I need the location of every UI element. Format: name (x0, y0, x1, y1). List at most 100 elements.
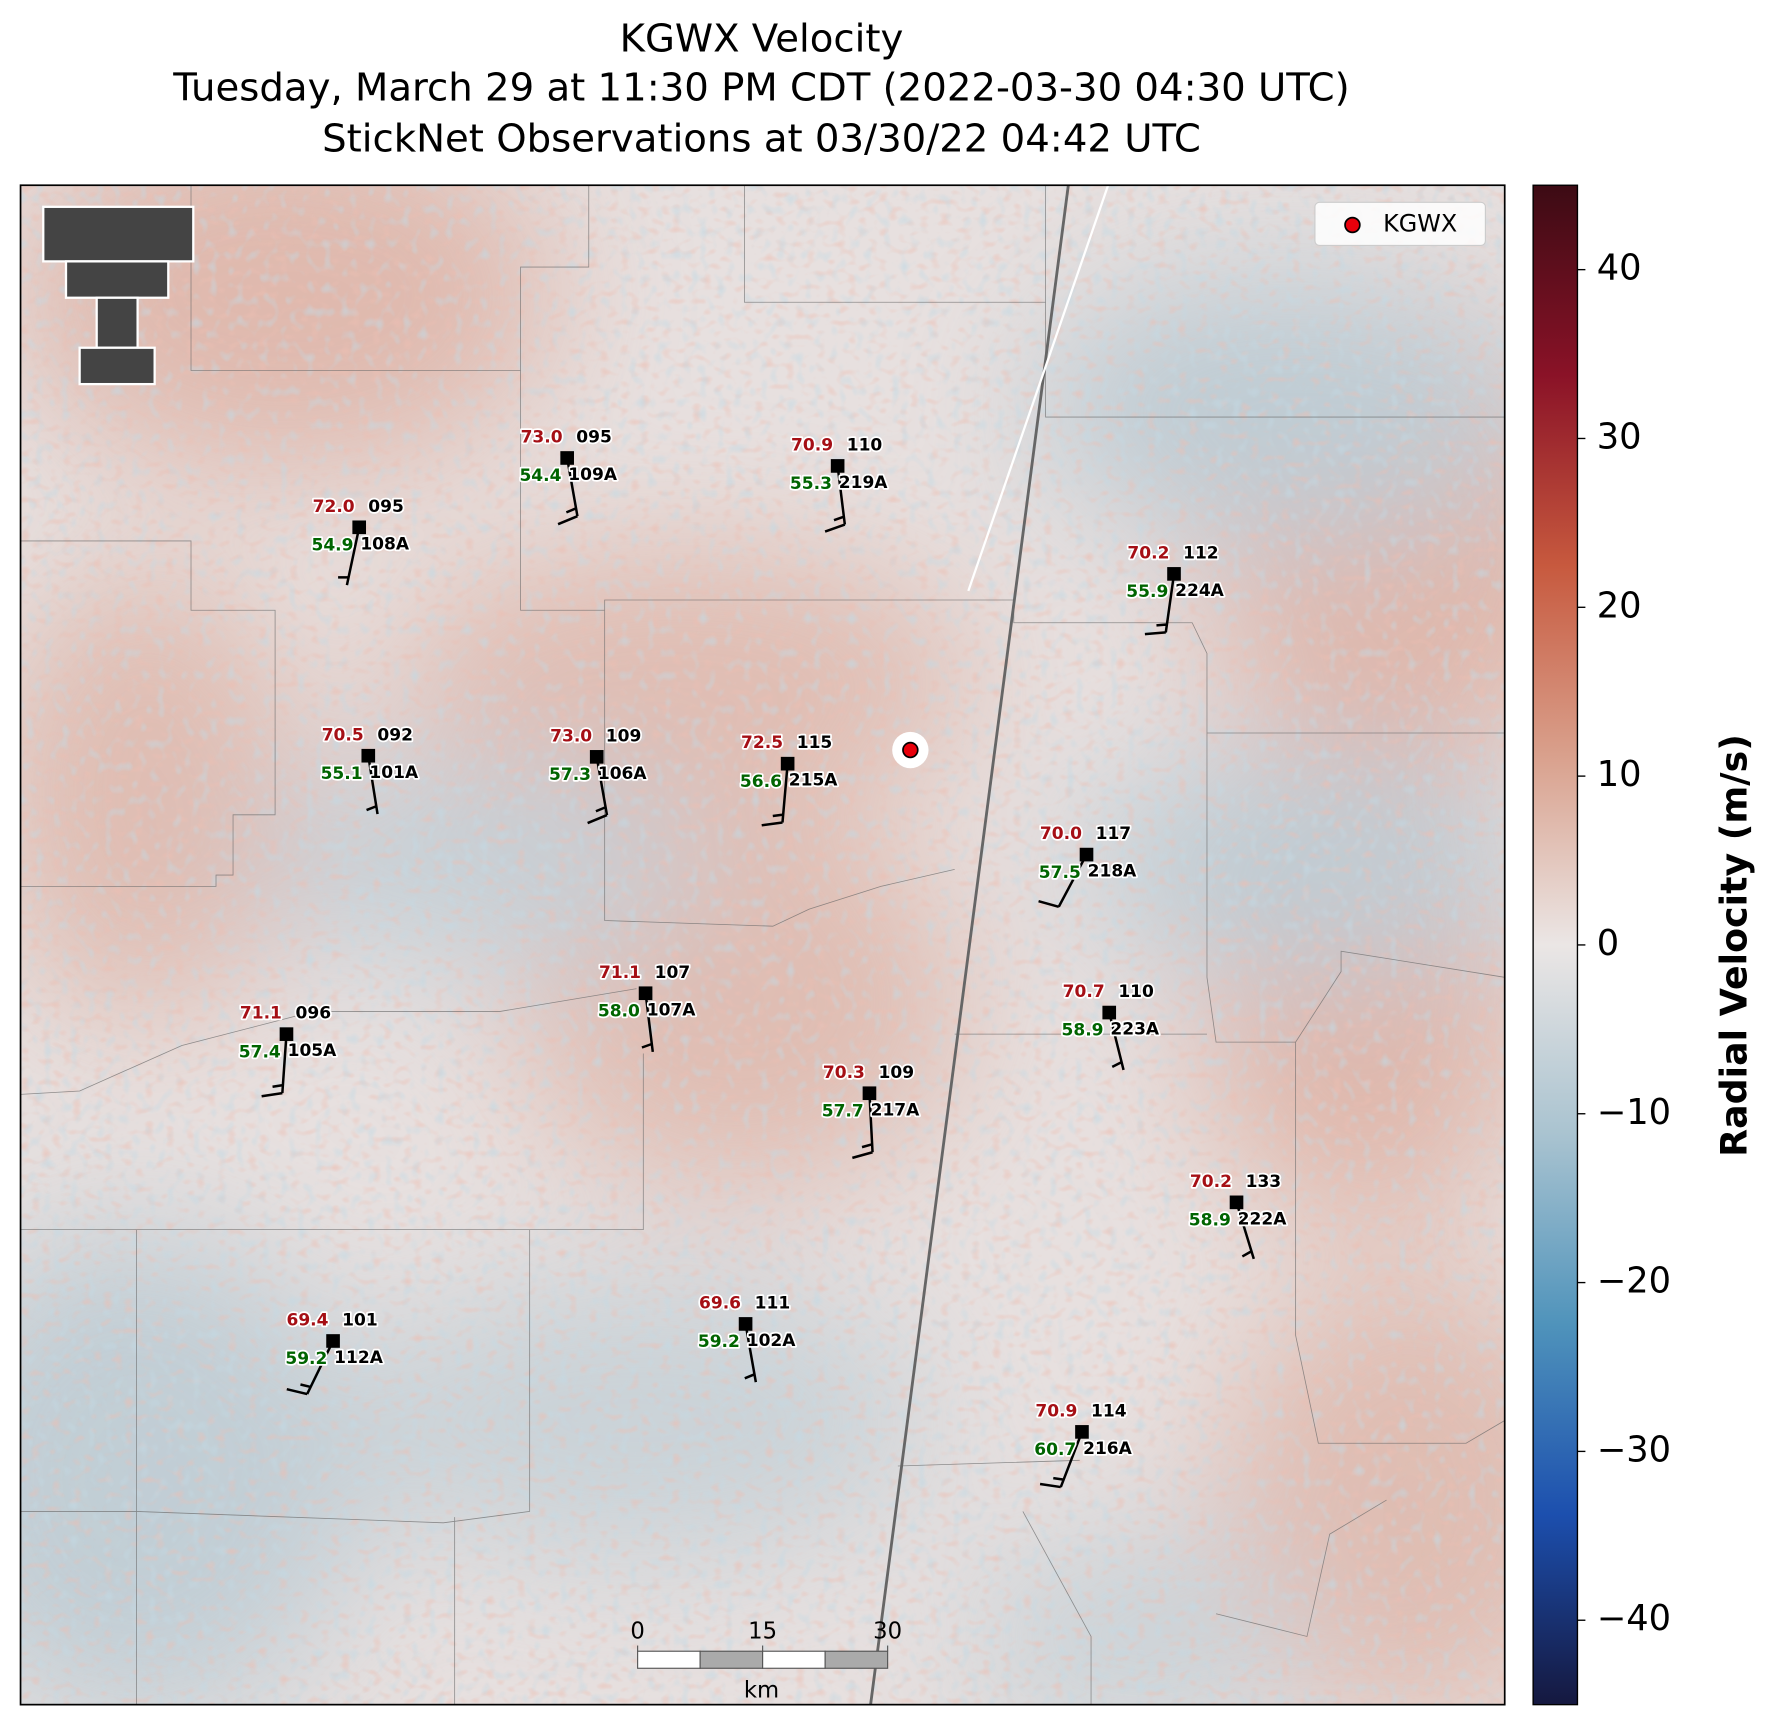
dewpoint: 58.0 (598, 1001, 640, 1021)
colorbar: Radial Velocity (m/s) −40 −30 −20 −10 0 10 20 3… (1532, 184, 1756, 1706)
station-id: 105A (288, 1041, 338, 1061)
dewpoint: 54.4 (519, 466, 561, 486)
temperature: 71.1 (240, 1004, 282, 1024)
station-marker (738, 1317, 753, 1331)
station: 70.3 109 57.7 217A (820, 1061, 922, 1160)
pressure: 095 (576, 428, 612, 448)
station: 70.7 110 58.9 223A (1060, 980, 1162, 1071)
dewpoint: 58.9 (1189, 1211, 1231, 1231)
station-id: 112A (334, 1348, 384, 1368)
temperature: 70.3 (823, 1063, 865, 1083)
station-id: 224A (1175, 581, 1225, 601)
temperature: 72.0 (313, 497, 355, 517)
station: 70.0 117 57.5 218A (1037, 822, 1139, 908)
dewpoint: 55.1 (321, 764, 363, 784)
dewpoint: 56.6 (740, 772, 782, 792)
scale-tick-label: 0 (630, 1618, 644, 1644)
colorbar-label: Radial Velocity (m/s) (1713, 734, 1756, 1157)
legend-label: KGWX (1383, 210, 1457, 238)
station: 70.9 110 55.3 219A (788, 434, 890, 533)
pressure: 114 (1091, 1401, 1127, 1421)
wind-barb (824, 465, 847, 533)
colorbar-tick-label: −40 (1597, 1598, 1671, 1639)
temperature: 73.0 (521, 428, 563, 448)
colorbar-tick-label: −30 (1597, 1429, 1671, 1470)
dewpoint: 55.3 (790, 474, 832, 494)
station: 72.0 095 54.9 108A (310, 495, 412, 586)
temperature: 70.5 (322, 725, 364, 745)
scale-segment (699, 1650, 764, 1669)
wind-barb (286, 1340, 335, 1396)
station-id: 108A (360, 534, 410, 554)
scale-segment (824, 1650, 889, 1669)
station-id: 217A (871, 1100, 921, 1120)
station-id: 215A (789, 771, 839, 791)
wind-barb (852, 1093, 874, 1160)
temperature: 70.9 (791, 435, 833, 455)
station-id: 102A (747, 1331, 797, 1351)
station-id: 218A (1088, 862, 1138, 882)
subtitle: Tuesday, March 29 at 11:30 PM CDT (2022-… (172, 65, 1349, 110)
station-id: 223A (1110, 1020, 1160, 1040)
temperature: 73.0 (550, 726, 592, 746)
station-marker (560, 451, 574, 465)
scale-unit: km (744, 1677, 779, 1703)
map-frame (19, 184, 1506, 1706)
wind-barb (557, 457, 579, 526)
temperature: 70.2 (1127, 543, 1169, 563)
station: 70.5 092 55.1 101A (319, 724, 421, 815)
pressure: 133 (1246, 1172, 1282, 1192)
pressure: 112 (1183, 543, 1219, 563)
wind-barb (587, 756, 609, 825)
station-marker (326, 1334, 340, 1348)
stations: 73.0 095 54.4 109A 72.0 095 54.9 108A 70.9 110 55.… (237, 426, 1289, 1489)
station-id: 101A (369, 763, 419, 783)
dewpoint: 59.2 (698, 1332, 740, 1352)
wind-barb (641, 993, 655, 1053)
wind-barb (744, 1323, 758, 1383)
station-marker (830, 459, 845, 473)
radar-site (902, 741, 919, 759)
dewpoint: 57.4 (239, 1042, 281, 1062)
station-marker (1167, 567, 1181, 581)
pressure: 115 (797, 733, 833, 753)
station: 70.9 114 60.7 216A (1033, 1400, 1134, 1489)
colorbar-tick-label: −20 (1597, 1261, 1671, 1302)
temperature: 70.0 (1040, 824, 1082, 844)
colorbar-tick-label: 40 (1597, 248, 1642, 289)
radar-field (20, 185, 1505, 1705)
station: 71.1 107 58.0 107A (596, 961, 698, 1053)
scale-tick-label: 30 (873, 1618, 902, 1644)
legend: KGWX (1314, 201, 1486, 247)
wind-barb (761, 763, 789, 827)
station: 72.5 115 56.6 215A (738, 732, 840, 827)
wind-barb (261, 1034, 288, 1098)
dewpoint: 59.2 (285, 1349, 327, 1369)
temperature: 72.5 (741, 733, 783, 753)
station: 70.2 133 58.9 222A (1187, 1170, 1289, 1260)
pressure: 117 (1096, 824, 1132, 844)
station-marker (1229, 1195, 1244, 1210)
wind-barb (338, 527, 361, 586)
station-id: 219A (839, 473, 889, 493)
station-marker (862, 1086, 877, 1101)
station-id: 216A (1083, 1439, 1133, 1459)
pressure: 111 (755, 1293, 791, 1313)
station-marker (1079, 847, 1094, 862)
temperature: 70.7 (1063, 982, 1105, 1002)
wind-barb (1235, 1201, 1255, 1260)
temperature: 69.4 (286, 1311, 328, 1331)
dewpoint: 54.9 (311, 535, 353, 555)
pressure: 109 (606, 726, 642, 746)
station-marker (1102, 1005, 1117, 1020)
subtitle: StickNet Observations at 03/30/22 04:42 … (322, 116, 1201, 161)
temperature: 69.6 (699, 1293, 741, 1313)
station: 73.0 095 54.4 109A (518, 426, 620, 526)
temperature: 70.9 (1035, 1401, 1077, 1421)
wind-barb (1108, 1012, 1125, 1071)
pressure: 110 (847, 435, 883, 455)
station-marker (589, 750, 604, 764)
temperature: 70.2 (1190, 1172, 1232, 1192)
scale-segment (637, 1650, 701, 1669)
